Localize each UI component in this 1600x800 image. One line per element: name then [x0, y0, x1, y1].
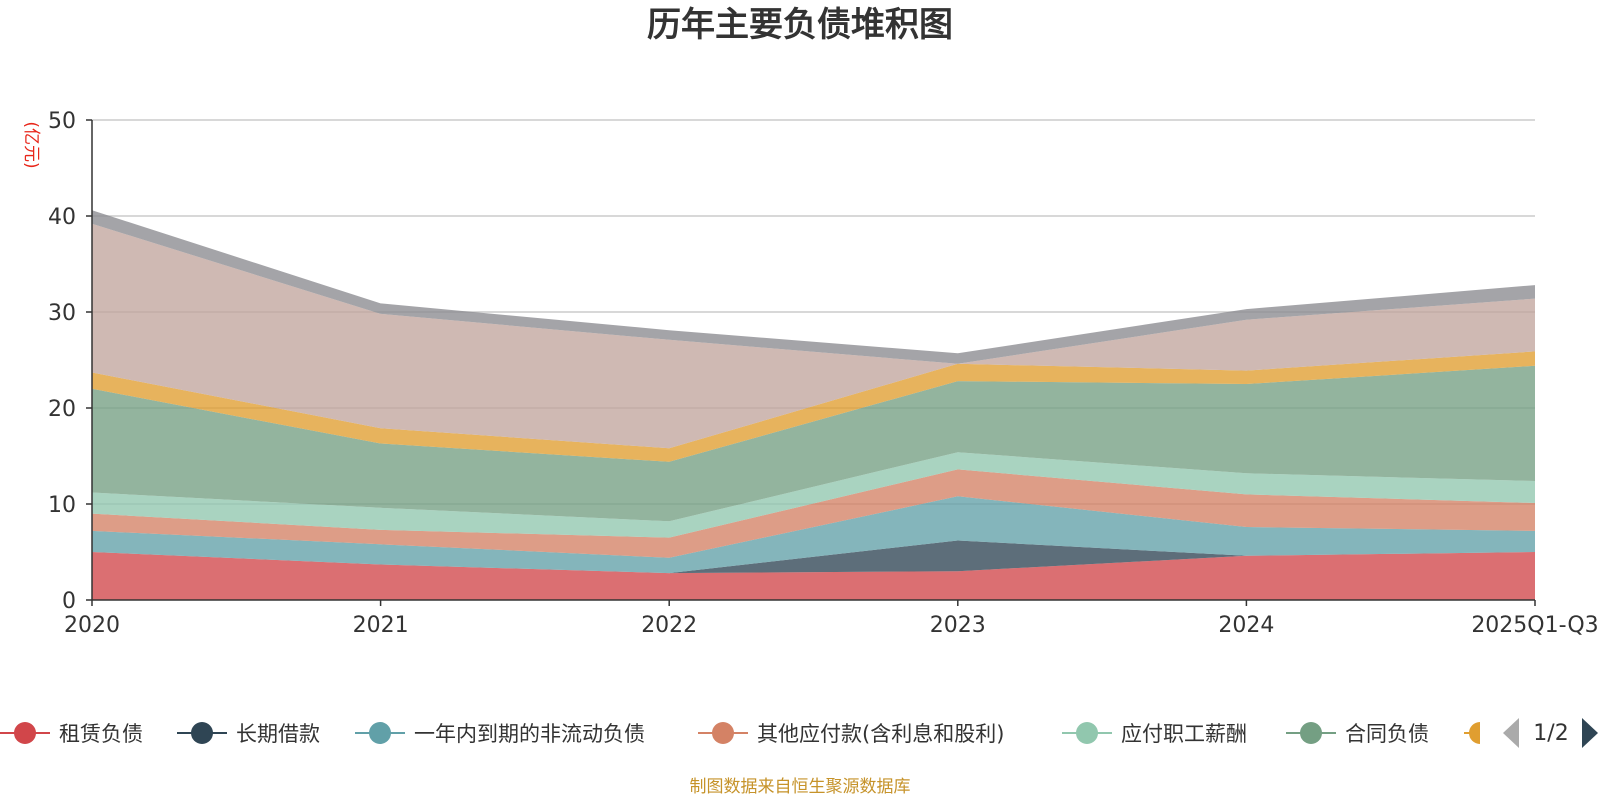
legend-item[interactable]: 其他应付款(含利息和股利) [698, 722, 1004, 746]
x-tick-label: 2021 [353, 613, 409, 638]
x-tick-label: 2022 [641, 613, 697, 638]
legend-circle-marker [369, 722, 391, 744]
x-tick-label: 2025Q1-Q3 [1471, 613, 1598, 638]
legend-circle-marker [14, 722, 36, 744]
x-tick-label: 2020 [64, 613, 120, 638]
legend-label: 租赁负债 [59, 722, 143, 746]
area-短期借款 [92, 210, 1535, 364]
area-其他应付款(含利息和股利) [92, 469, 1535, 558]
y-axis-ticks: 0 10 20 30 40 50 [48, 109, 92, 614]
legend-item[interactable]: 长期借款 [177, 722, 320, 746]
y-tick-label: 10 [48, 493, 76, 518]
x-axis-ticks: 2020 2021 2022 2023 2024 2025Q1-Q3 [64, 600, 1599, 638]
area-series [92, 210, 1535, 600]
legend-label: 一年内到期的非流动负债 [414, 722, 645, 746]
area-一年内到期的非流动负债 [92, 496, 1535, 574]
area-合同负债 [92, 365, 1535, 522]
legend-prev-page-icon[interactable] [1503, 718, 1519, 748]
legend-circle-marker [1076, 722, 1098, 744]
legend-circle-marker [1300, 722, 1322, 744]
legend-item[interactable]: 应付职工薪酬 [1062, 722, 1247, 746]
y-tick-label: 40 [48, 205, 76, 230]
area-应付账款 [92, 351, 1535, 462]
legend-pager: 1/2 [1503, 718, 1598, 748]
legend-item-partial[interactable] [1464, 722, 1480, 744]
area-其他负债 [92, 223, 1535, 449]
y-axis-unit: (亿元) [21, 121, 41, 168]
legend-item[interactable]: 一年内到期的非流动负债 [355, 722, 645, 746]
legend-label: 合同负债 [1345, 722, 1429, 746]
y-tick-label: 0 [62, 589, 76, 614]
legend-circle-marker [1469, 722, 1480, 744]
area-租赁负债 [92, 552, 1535, 600]
y-tick-label: 20 [48, 397, 76, 422]
source-note: 制图数据来自恒生聚源数据库 [690, 777, 911, 797]
legend-label: 其他应付款(含利息和股利) [757, 722, 1004, 746]
legend-label: 长期借款 [236, 722, 320, 746]
legend-next-page-icon[interactable] [1582, 718, 1598, 748]
x-tick-label: 2024 [1218, 613, 1274, 638]
legend-item[interactable]: 合同负债 [1286, 722, 1429, 746]
legend-page-indicator: 1/2 [1533, 721, 1568, 746]
area-应付职工薪酬 [92, 452, 1535, 538]
legend: 租赁负债 长期借款 一年内到期的非流动负债 其他应付款(含利息和股利) 应付职工薪酬 合同… [0, 722, 1429, 746]
legend-item[interactable]: 租赁负债 [0, 722, 143, 746]
axes [91, 120, 1535, 601]
x-tick-label: 2023 [930, 613, 986, 638]
chart-title: 历年主要负债堆积图 [647, 5, 953, 45]
legend-circle-marker [712, 722, 734, 744]
y-tick-label: 50 [48, 109, 76, 134]
y-tick-label: 30 [48, 301, 76, 326]
legend-label: 应付职工薪酬 [1121, 722, 1247, 746]
legend-circle-marker [191, 722, 213, 744]
